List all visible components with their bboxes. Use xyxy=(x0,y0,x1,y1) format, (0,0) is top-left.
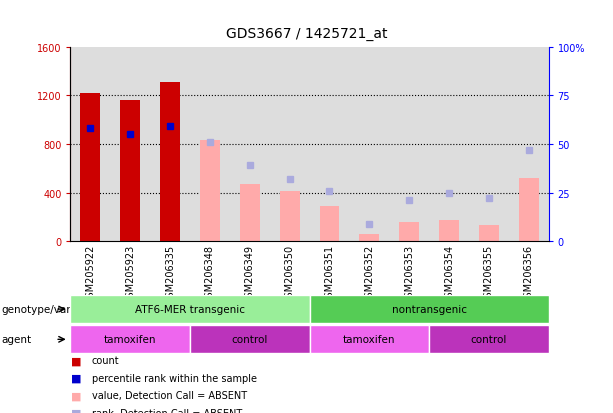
Text: agent: agent xyxy=(1,335,31,344)
Text: value, Detection Call = ABSENT: value, Detection Call = ABSENT xyxy=(92,390,247,400)
Bar xyxy=(280,191,300,242)
Bar xyxy=(519,178,539,242)
Bar xyxy=(359,234,379,242)
Bar xyxy=(230,47,270,242)
Text: percentile rank within the sample: percentile rank within the sample xyxy=(92,373,257,383)
Text: tamoxifen: tamoxifen xyxy=(104,335,156,344)
Bar xyxy=(319,206,340,242)
Bar xyxy=(80,94,101,242)
Text: GDS3667 / 1425721_at: GDS3667 / 1425721_at xyxy=(226,27,387,41)
Text: rank, Detection Call = ABSENT: rank, Detection Call = ABSENT xyxy=(92,408,242,413)
Text: ■: ■ xyxy=(71,408,82,413)
Bar xyxy=(120,100,140,242)
Bar xyxy=(200,141,220,242)
Bar xyxy=(160,83,180,242)
Text: tamoxifen: tamoxifen xyxy=(343,335,395,344)
Bar xyxy=(190,47,230,242)
Text: genotype/variation: genotype/variation xyxy=(1,304,101,314)
Text: ■: ■ xyxy=(71,356,82,366)
Bar xyxy=(469,47,509,242)
Bar xyxy=(399,223,419,242)
Text: ■: ■ xyxy=(71,373,82,383)
Bar xyxy=(509,47,549,242)
Bar xyxy=(439,221,459,242)
Bar xyxy=(479,226,499,242)
Text: ATF6-MER transgenic: ATF6-MER transgenic xyxy=(135,304,245,314)
Bar xyxy=(429,47,469,242)
Bar xyxy=(150,47,190,242)
Bar xyxy=(349,47,389,242)
Text: control: control xyxy=(471,335,507,344)
Text: control: control xyxy=(232,335,268,344)
Text: ■: ■ xyxy=(71,390,82,400)
Bar xyxy=(389,47,429,242)
Text: count: count xyxy=(92,356,120,366)
Bar xyxy=(270,47,310,242)
Bar xyxy=(70,47,110,242)
Bar xyxy=(240,185,260,242)
Bar xyxy=(310,47,349,242)
Bar xyxy=(110,47,150,242)
Text: nontransgenic: nontransgenic xyxy=(392,304,466,314)
